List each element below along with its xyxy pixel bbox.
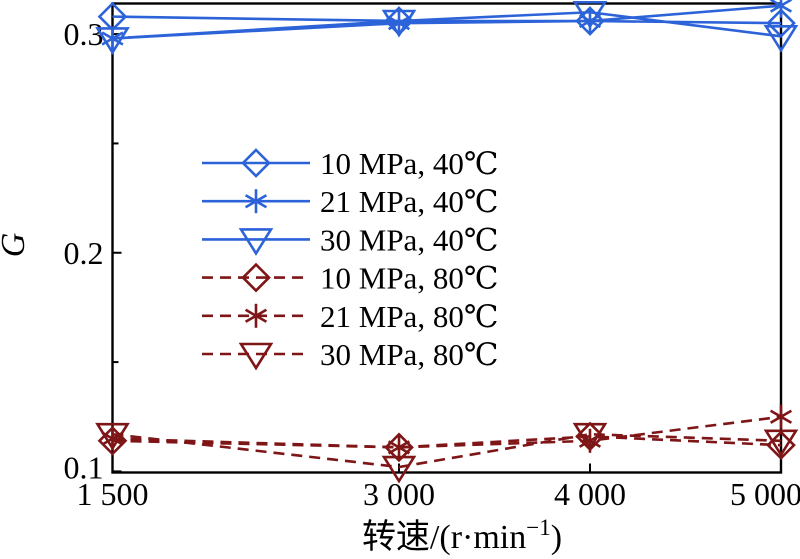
y-axis-title: G [0, 233, 32, 258]
series-3-line [112, 10, 782, 40]
legend-label: 10 MPa, 80℃ [320, 261, 499, 296]
legend-marker-diamond [241, 148, 271, 178]
asterisk-marker-ray [244, 308, 268, 323]
legend-item-2: 21 MPa, 40℃ [202, 184, 499, 219]
series-1-marker-diamond [766, 8, 796, 39]
x-axis-tick-label: 1 500 [77, 476, 149, 512]
triangle-down-marker-shape [572, 0, 608, 29]
series-3-marker-triangle-down [763, 24, 799, 53]
y-axis-tick-label: 0.1 [64, 450, 104, 486]
series-6-marker-triangle-down [572, 422, 608, 451]
diamond-marker-shape [241, 262, 271, 293]
legend-label: 30 MPa, 80℃ [320, 337, 499, 372]
triangle-down-marker-shape [381, 455, 417, 484]
x-axis-tick-label: 5 000 [730, 476, 800, 512]
series-2-marker-asterisk [387, 11, 411, 36]
series-6-marker-triangle-down [95, 422, 130, 451]
triangle-down-marker-shape [381, 9, 417, 38]
series-3-marker-triangle-down [572, 0, 608, 29]
legend-item-1: 10 MPa, 40℃ [202, 146, 499, 181]
asterisk-marker-ray [101, 431, 124, 446]
asterisk-marker-ray [769, 0, 793, 13]
series-2-marker-asterisk [769, 0, 793, 18]
asterisk-marker-ray [244, 194, 268, 209]
legend-item-5: 21 MPa, 80℃ [202, 299, 499, 334]
series-4-line [112, 435, 782, 449]
diamond-marker-shape [766, 8, 796, 39]
y-axis-tick-label: 0.3 [64, 16, 104, 52]
triangle-down-marker-shape [763, 429, 799, 458]
legend-label: 21 MPa, 80℃ [320, 299, 499, 334]
legend-item-6: 30 MPa, 80℃ [202, 337, 499, 372]
legend-marker-triangle-down [238, 228, 274, 256]
series-5-marker-asterisk [387, 435, 411, 460]
series-6-line [112, 432, 782, 469]
x-axis-title-close-paren: ) [551, 519, 562, 556]
x-axis-title-superscript: −1 [526, 515, 550, 540]
legend-marker-asterisk [244, 189, 268, 214]
legend-label: 30 MPa, 40℃ [320, 222, 499, 257]
asterisk-marker-ray [387, 16, 411, 31]
series-3-marker-triangle-down [95, 27, 130, 55]
x-axis-title-base: 转速/(r·min [362, 518, 526, 556]
triangle-down-marker-shape [95, 27, 130, 55]
diamond-marker-shape [241, 148, 271, 178]
legend-marker-triangle-down [238, 342, 274, 371]
legend-label: 21 MPa, 40℃ [320, 184, 499, 219]
y-axis-tick-label: 0.2 [64, 235, 104, 271]
legend-label: 10 MPa, 40℃ [320, 146, 499, 181]
asterisk-marker-ray [387, 440, 411, 455]
triangle-down-marker-shape [238, 228, 274, 256]
series-6-marker-triangle-down [381, 455, 417, 484]
series-5-marker-asterisk [769, 404, 793, 429]
legend-marker-diamond [241, 262, 271, 293]
triangle-down-marker-shape [238, 342, 274, 371]
triangle-down-marker-shape [95, 422, 130, 451]
triangle-down-marker-shape [763, 24, 799, 53]
plot-border [111, 2, 783, 474]
legend-marker-asterisk [244, 303, 268, 328]
asterisk-marker-ray [769, 409, 793, 424]
legend-item-4: 10 MPa, 80℃ [202, 261, 499, 296]
series-6-marker-triangle-down [763, 429, 799, 458]
x-axis-title: 转速/(r·min−1) [362, 515, 562, 556]
series-3-marker-triangle-down [381, 9, 417, 38]
triangle-down-marker-shape [572, 422, 608, 451]
series-5-line [112, 415, 782, 449]
x-axis-tick-label: 4 000 [554, 476, 626, 512]
legend-item-3: 30 MPa, 40℃ [202, 222, 499, 257]
